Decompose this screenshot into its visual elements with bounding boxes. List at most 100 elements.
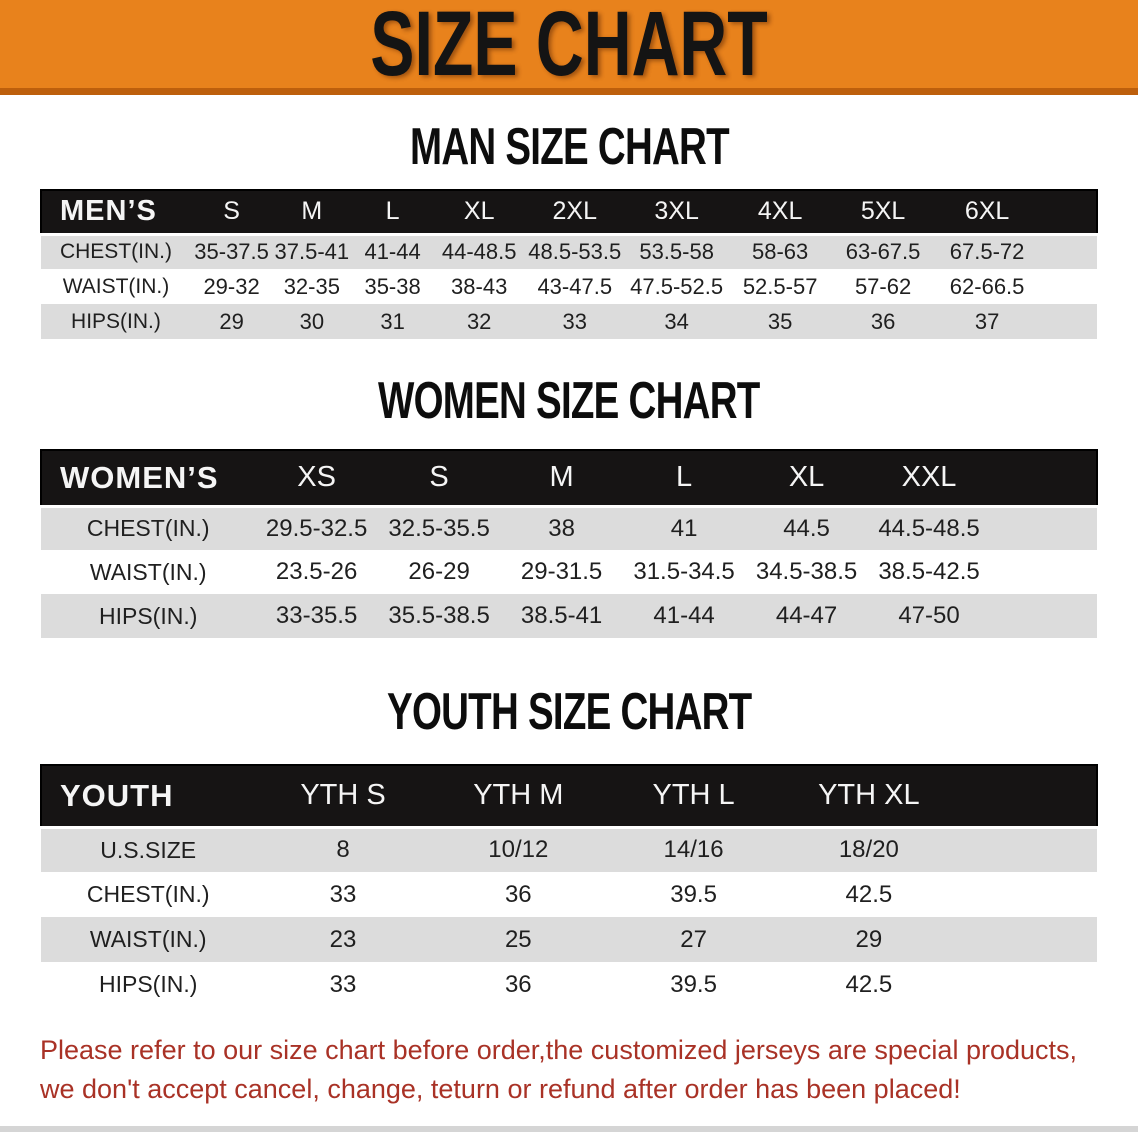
size-value-cell: 14/16 — [605, 827, 782, 872]
men-group-label: MEN’S — [40, 189, 191, 236]
men-size-header-m: M — [272, 189, 352, 236]
size-value-cell: 32-35 — [272, 269, 352, 304]
size-value-cell: 30 — [272, 304, 352, 339]
women-group-label: WOMEN’S — [39, 449, 256, 508]
size-value-cell: 33-35.5 — [255, 594, 378, 638]
size-value-cell: 36 — [430, 872, 606, 917]
disclaimer-line-2: we don't accept cancel, change, teturn o… — [40, 1074, 961, 1104]
women-size-table: WOMEN’S XS S M L XL XXL CHEST(IN.) 29.5-… — [39, 449, 1098, 638]
size-value-cell: 44.5 — [745, 506, 868, 550]
men-section-heading: MAN SIZE CHART — [0, 121, 1138, 173]
size-value-cell: 34 — [624, 304, 729, 339]
women-size-header-s: S — [377, 449, 501, 508]
filler-cell — [956, 917, 1097, 962]
size-value-cell: 35 — [728, 304, 832, 339]
women-section-heading-text: WOMEN SIZE CHART — [378, 372, 760, 430]
size-value-cell: 37.5-41 — [272, 234, 352, 269]
size-value-cell: 29-31.5 — [500, 550, 623, 594]
men-header-row: MEN’S S M L XL 2XL 3XL 4XL 5XL 6XL — [40, 189, 1099, 236]
size-value-cell: 33 — [524, 304, 625, 339]
men-size-header-xl: XL — [433, 189, 525, 236]
size-value-cell: 26-29 — [377, 550, 501, 594]
women-header-row: WOMEN’S XS S M L XL XXL — [39, 449, 1098, 508]
youth-waist-row: WAIST(IN.) 23 25 27 29 — [41, 917, 1097, 962]
row-label: CHEST(IN.) — [41, 506, 256, 550]
size-value-cell: 38-43 — [433, 269, 525, 304]
row-label: CHEST(IN.) — [41, 234, 191, 269]
size-value-cell: 33 — [255, 962, 431, 1007]
size-value-cell: 31.5-34.5 — [622, 550, 746, 594]
youth-header-filler-cell — [956, 764, 1098, 829]
size-value-cell: 29 — [781, 917, 957, 962]
row-label: WAIST(IN.) — [41, 269, 191, 304]
size-value-cell: 35-38 — [351, 269, 434, 304]
youth-chest-row: CHEST(IN.) 33 36 39.5 42.5 — [41, 872, 1097, 917]
men-size-header-5xl: 5XL — [831, 189, 935, 236]
men-hips-row: HIPS(IN.) 29 30 31 32 33 34 35 36 37 — [41, 304, 1097, 339]
size-value-cell: 25 — [430, 917, 606, 962]
size-value-cell: 58-63 — [728, 234, 832, 269]
size-value-cell: 42.5 — [781, 872, 957, 917]
bottom-edge-strip — [0, 1126, 1138, 1132]
men-size-header-3xl: 3XL — [624, 189, 729, 236]
men-section: MAN SIZE CHART MEN’S S M L XL 2XL 3XL 4X… — [0, 121, 1138, 339]
women-header-filler-cell — [990, 449, 1098, 508]
youth-ussize-row: U.S.SIZE 8 10/12 14/16 18/20 — [41, 827, 1097, 872]
size-value-cell: 34.5-38.5 — [745, 550, 868, 594]
size-value-cell: 33 — [255, 872, 431, 917]
women-waist-row: WAIST(IN.) 23.5-26 26-29 29-31.5 31.5-34… — [41, 550, 1097, 594]
size-value-cell: 29 — [190, 304, 273, 339]
row-label: CHEST(IN.) — [41, 872, 256, 917]
size-value-cell: 23.5-26 — [255, 550, 378, 594]
size-value-cell: 8 — [255, 827, 431, 872]
size-value-cell: 38.5-42.5 — [867, 550, 991, 594]
size-value-cell: 62-66.5 — [934, 269, 1040, 304]
filler-cell — [956, 962, 1097, 1007]
filler-cell — [990, 506, 1097, 550]
size-value-cell: 38 — [500, 506, 623, 550]
men-header-filler-cell — [1039, 189, 1099, 236]
youth-size-header-s: YTH S — [255, 764, 431, 829]
women-size-header-l: L — [622, 449, 746, 508]
filler-cell — [990, 550, 1097, 594]
filler-cell — [956, 872, 1097, 917]
filler-cell — [1039, 234, 1097, 269]
size-value-cell: 48.5-53.5 — [524, 234, 625, 269]
size-value-cell: 44-47 — [745, 594, 868, 638]
filler-cell — [1039, 304, 1097, 339]
row-label: WAIST(IN.) — [41, 917, 256, 962]
size-value-cell: 23 — [255, 917, 431, 962]
size-value-cell: 35.5-38.5 — [377, 594, 501, 638]
row-label: HIPS(IN.) — [41, 962, 256, 1007]
youth-header-row: YOUTH YTH S YTH M YTH L YTH XL — [39, 764, 1098, 829]
women-section-heading: WOMEN SIZE CHART — [0, 375, 1138, 427]
men-waist-row: WAIST(IN.) 29-32 32-35 35-38 38-43 43-47… — [41, 269, 1097, 304]
size-value-cell: 53.5-58 — [624, 234, 729, 269]
men-size-header-2xl: 2XL — [524, 189, 625, 236]
size-value-cell: 31 — [351, 304, 434, 339]
size-value-cell: 47-50 — [867, 594, 991, 638]
size-value-cell: 36 — [430, 962, 606, 1007]
men-size-header-4xl: 4XL — [728, 189, 832, 236]
men-section-heading-text: MAN SIZE CHART — [409, 118, 730, 176]
size-value-cell: 18/20 — [781, 827, 957, 872]
men-size-header-s: S — [190, 189, 273, 236]
size-chart-banner: SIZE CHART — [0, 0, 1138, 95]
size-value-cell: 41-44 — [622, 594, 746, 638]
youth-size-header-xl: YTH XL — [781, 764, 957, 829]
row-label: HIPS(IN.) — [41, 594, 256, 638]
women-size-header-xxl: XXL — [867, 449, 991, 508]
women-size-header-xl: XL — [745, 449, 868, 508]
disclaimer-line-1: Please refer to our size chart before or… — [40, 1035, 1078, 1065]
size-value-cell: 41 — [622, 506, 746, 550]
women-section: WOMEN SIZE CHART WOMEN’S XS S M L XL XXL — [0, 375, 1138, 638]
size-value-cell: 39.5 — [605, 872, 782, 917]
youth-section-heading-text: YOUTH SIZE CHART — [386, 683, 752, 741]
youth-section-heading: YOUTH SIZE CHART — [0, 686, 1138, 738]
row-label: U.S.SIZE — [41, 827, 256, 872]
size-value-cell: 32.5-35.5 — [377, 506, 501, 550]
size-value-cell: 10/12 — [430, 827, 606, 872]
size-value-cell: 63-67.5 — [831, 234, 935, 269]
youth-size-header-l: YTH L — [605, 764, 782, 829]
